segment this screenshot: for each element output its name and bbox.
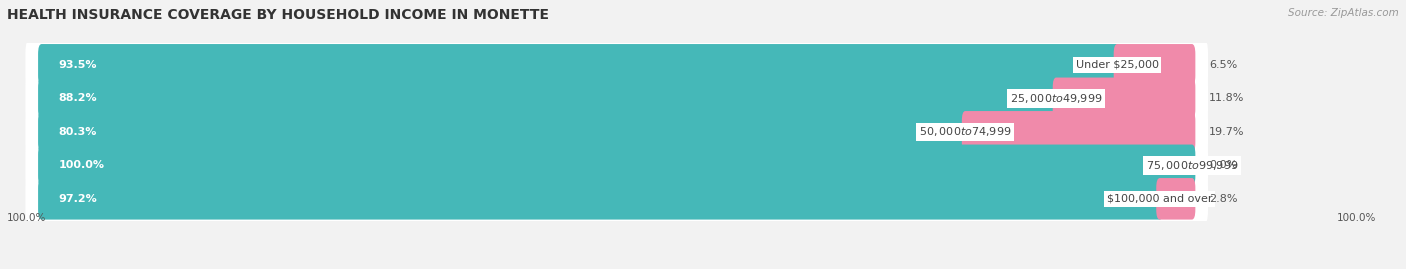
Text: 0.0%: 0.0% (1209, 160, 1237, 170)
Text: 11.8%: 11.8% (1209, 93, 1244, 103)
Text: $75,000 to $99,999: $75,000 to $99,999 (1146, 159, 1239, 172)
FancyBboxPatch shape (38, 111, 969, 153)
Text: HEALTH INSURANCE COVERAGE BY HOUSEHOLD INCOME IN MONETTE: HEALTH INSURANCE COVERAGE BY HOUSEHOLD I… (7, 8, 548, 22)
FancyBboxPatch shape (38, 77, 1060, 119)
Text: 88.2%: 88.2% (59, 93, 97, 103)
FancyBboxPatch shape (1156, 178, 1195, 220)
Text: 2.8%: 2.8% (1209, 194, 1237, 204)
Text: 100.0%: 100.0% (1337, 213, 1376, 223)
FancyBboxPatch shape (1053, 77, 1195, 119)
Text: 80.3%: 80.3% (59, 127, 97, 137)
Text: $25,000 to $49,999: $25,000 to $49,999 (1010, 92, 1102, 105)
Text: 93.5%: 93.5% (59, 60, 97, 70)
Text: Under $25,000: Under $25,000 (1076, 60, 1159, 70)
FancyBboxPatch shape (962, 111, 1195, 153)
Text: 6.5%: 6.5% (1209, 60, 1237, 70)
FancyBboxPatch shape (25, 173, 1208, 224)
Text: $100,000 and over: $100,000 and over (1107, 194, 1212, 204)
Text: 19.7%: 19.7% (1209, 127, 1244, 137)
Text: 97.2%: 97.2% (59, 194, 97, 204)
FancyBboxPatch shape (38, 178, 1163, 220)
FancyBboxPatch shape (25, 39, 1208, 90)
Text: $50,000 to $74,999: $50,000 to $74,999 (920, 125, 1011, 138)
FancyBboxPatch shape (1114, 44, 1195, 86)
FancyBboxPatch shape (38, 144, 1195, 186)
FancyBboxPatch shape (25, 73, 1208, 124)
FancyBboxPatch shape (38, 44, 1121, 86)
Text: 100.0%: 100.0% (7, 213, 46, 223)
FancyBboxPatch shape (25, 106, 1208, 157)
Text: Source: ZipAtlas.com: Source: ZipAtlas.com (1288, 8, 1399, 18)
Text: 100.0%: 100.0% (59, 160, 105, 170)
FancyBboxPatch shape (25, 140, 1208, 191)
